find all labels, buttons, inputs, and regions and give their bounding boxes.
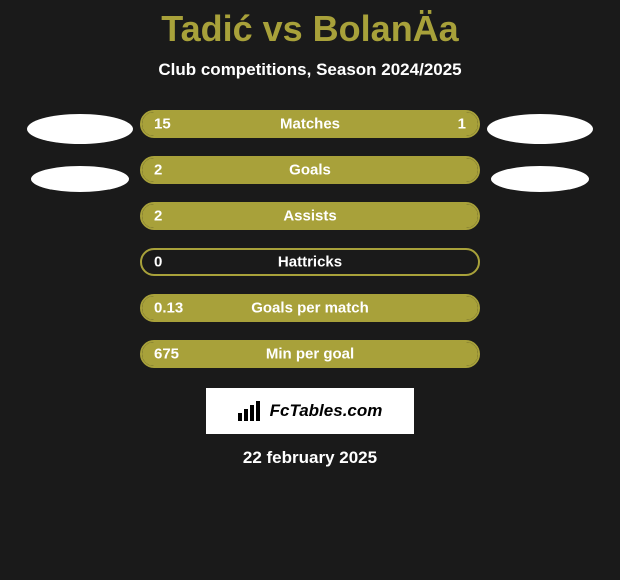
bar-chart-icon [238,401,264,421]
stat-fill-left [142,112,411,136]
stat-row: 2 Assists [140,202,480,230]
stat-value-right: 1 [458,116,466,133]
stat-value-left: 2 [154,162,162,179]
stat-bars: 15 Matches 1 2 Goals 2 Assists 0 Hattricks 0.13 Go… [140,110,480,368]
stat-label: Goals [289,162,331,179]
stat-value-left: 2 [154,208,162,225]
stat-value-left: 15 [154,116,171,133]
stats-area: 15 Matches 1 2 Goals 2 Assists 0 Hattricks 0.13 Go… [0,110,620,368]
right-player-col [480,110,600,192]
logo-text: FcTables.com [270,401,383,421]
player-team-placeholder [491,166,589,192]
fctables-logo: FcTables.com [206,388,414,434]
stat-row: 15 Matches 1 [140,110,480,138]
stat-value-left: 0.13 [154,300,183,317]
stat-row: 0 Hattricks [140,248,480,276]
stat-value-left: 0 [154,254,162,271]
player-avatar-placeholder [27,114,133,144]
stat-fill-right [411,112,478,136]
stat-value-left: 675 [154,346,179,363]
date-label: 22 february 2025 [243,448,377,468]
comparison-subtitle: Club competitions, Season 2024/2025 [158,60,461,80]
stat-label: Assists [283,208,336,225]
left-player-col [20,110,140,192]
stat-label: Hattricks [278,254,342,271]
stat-row: 2 Goals [140,156,480,184]
comparison-title: Tadić vs BolanÄa [161,8,458,50]
stat-label: Goals per match [251,300,369,317]
stat-row: 0.13 Goals per match [140,294,480,322]
stat-row: 675 Min per goal [140,340,480,368]
player-team-placeholder [31,166,129,192]
player-avatar-placeholder [487,114,593,144]
stat-label: Min per goal [266,346,354,363]
stat-label: Matches [280,116,340,133]
